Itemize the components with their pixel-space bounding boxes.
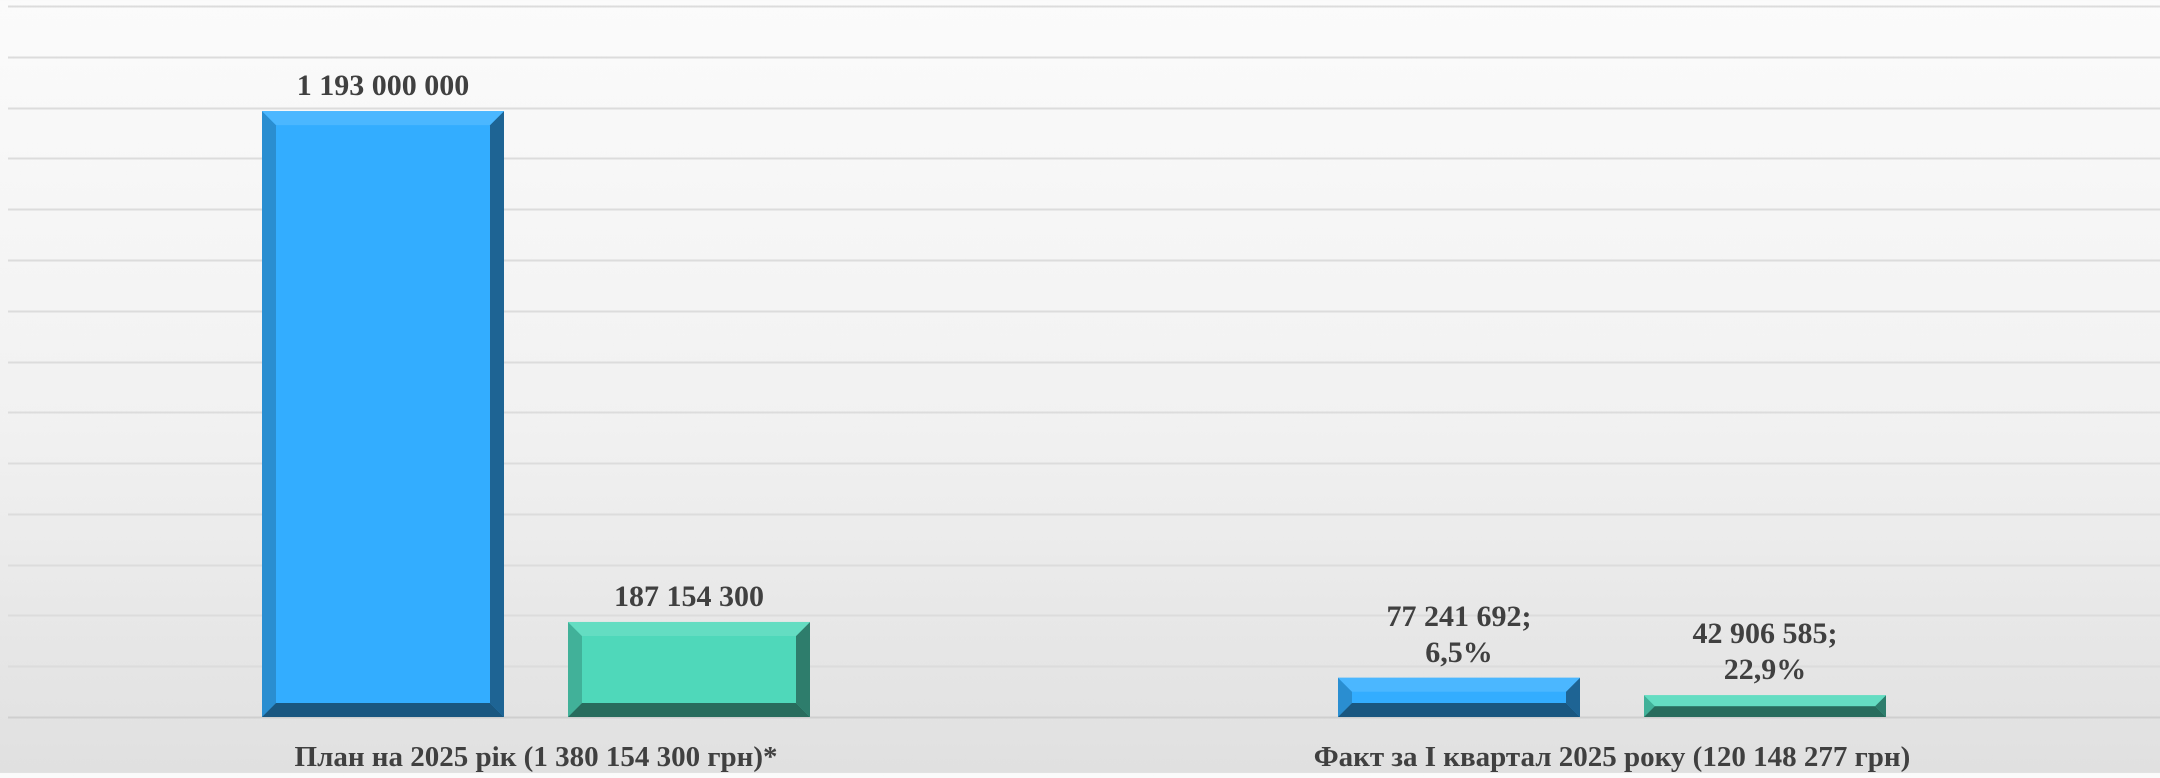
bar-bevel	[568, 621, 582, 717]
bar-bevel	[1338, 677, 1352, 717]
bar-bevel	[1338, 677, 1580, 692]
data-label: 187 154 300	[614, 580, 764, 613]
bar	[568, 621, 810, 717]
category-label: Факт за І квартал 2025 року (120 148 277…	[1314, 741, 1911, 773]
data-label: 1 193 000 000	[297, 69, 470, 102]
bar-bevel	[262, 111, 276, 718]
bar-bevel	[1644, 706, 1886, 717]
bar-bevel	[1338, 703, 1580, 717]
bar	[262, 111, 504, 718]
bar-bevel	[1644, 695, 1886, 707]
data-label: 77 241 692; 6,5%	[1387, 600, 1532, 669]
bar-bevel	[568, 703, 810, 717]
bar-bevel	[1875, 695, 1886, 717]
bar-bevel	[1566, 677, 1580, 717]
bar-bevel	[490, 111, 504, 718]
category-label: План на 2025 рік (1 380 154 300 грн)*	[295, 741, 778, 773]
bar-bevel	[796, 621, 810, 717]
bar-bevel	[262, 703, 504, 717]
bar-bevel	[568, 621, 810, 636]
bar-bevel	[262, 111, 504, 126]
data-label: 42 906 585; 22,9%	[1693, 617, 1838, 686]
bar-bevel	[1644, 695, 1655, 717]
